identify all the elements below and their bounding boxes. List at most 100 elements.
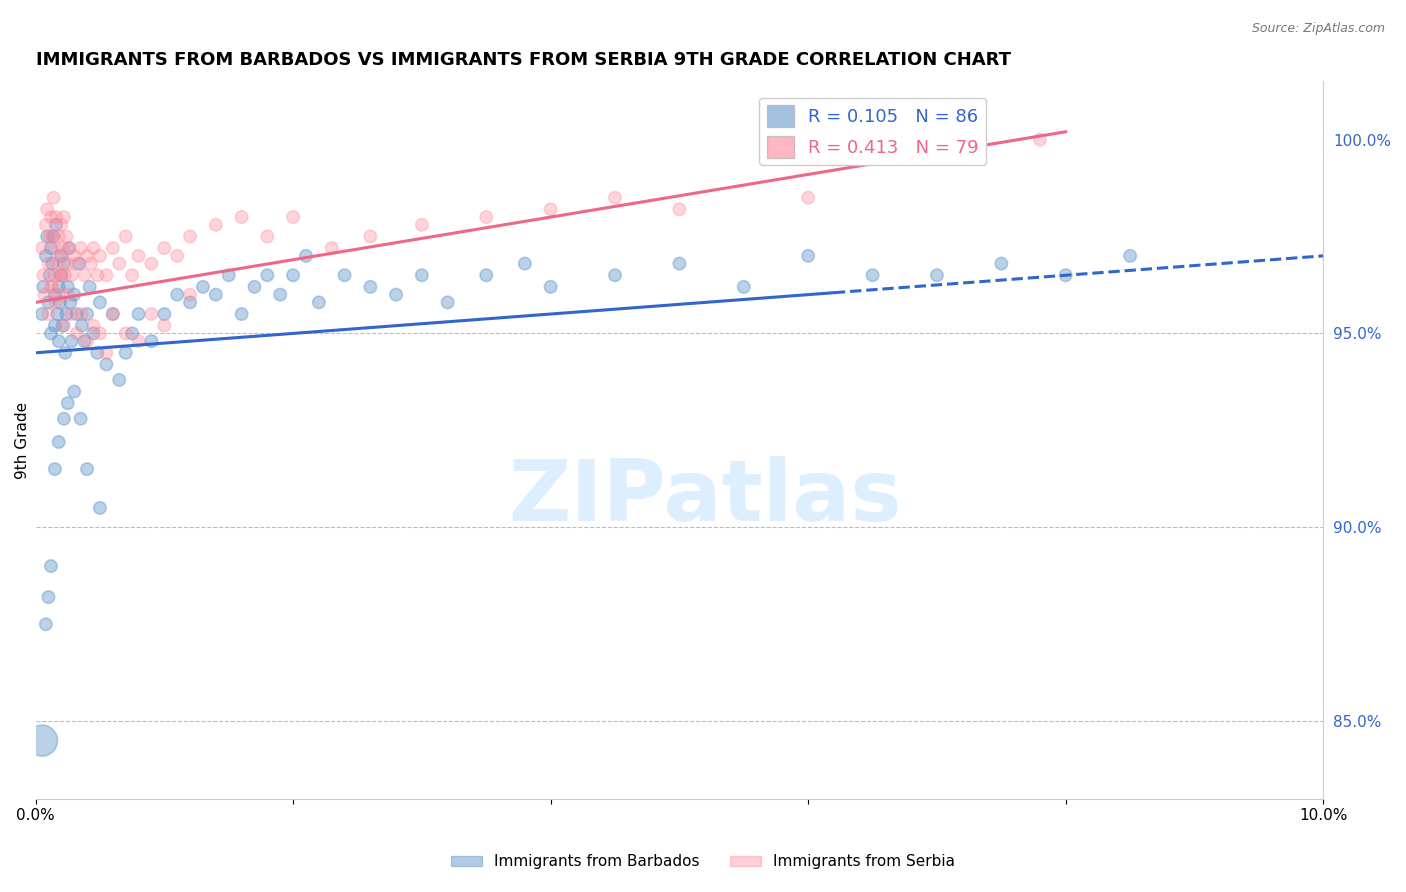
Point	[49, 249, 72, 263]
Point	[63, 249, 86, 263]
Point	[96, 268, 118, 283]
Point	[32, 268, 55, 283]
Point	[153, 307, 176, 321]
Point	[191, 280, 214, 294]
Point	[411, 268, 433, 283]
Point	[101, 307, 124, 321]
Point	[281, 210, 304, 224]
Point	[42, 229, 65, 244]
Point	[66, 326, 89, 341]
Point	[141, 334, 163, 348]
Point	[231, 307, 253, 321]
Point	[39, 326, 62, 341]
Point	[1119, 249, 1142, 263]
Legend: R = 0.105   N = 86, R = 0.413   N = 79: R = 0.105 N = 86, R = 0.413 N = 79	[759, 97, 986, 165]
Point	[128, 249, 150, 263]
Point	[925, 152, 948, 166]
Point	[35, 249, 58, 263]
Point	[56, 396, 79, 410]
Point	[52, 210, 75, 224]
Point	[990, 257, 1012, 271]
Point	[436, 295, 458, 310]
Point	[179, 229, 201, 244]
Point	[540, 202, 562, 217]
Point	[83, 318, 105, 333]
Point	[1054, 268, 1077, 283]
Point	[121, 268, 143, 283]
Point	[411, 218, 433, 232]
Point	[73, 268, 96, 283]
Point	[128, 334, 150, 348]
Point	[141, 307, 163, 321]
Point	[281, 268, 304, 283]
Point	[59, 295, 82, 310]
Point	[797, 249, 820, 263]
Point	[76, 334, 98, 348]
Point	[48, 280, 70, 294]
Point	[475, 210, 498, 224]
Point	[86, 346, 108, 360]
Point	[153, 241, 176, 255]
Point	[35, 617, 58, 632]
Point	[56, 280, 79, 294]
Point	[41, 229, 63, 244]
Point	[41, 257, 63, 271]
Point	[45, 210, 67, 224]
Point	[114, 346, 136, 360]
Point	[1029, 132, 1052, 146]
Point	[73, 334, 96, 348]
Point	[46, 257, 69, 271]
Point	[63, 384, 86, 399]
Point	[256, 229, 278, 244]
Point	[69, 241, 91, 255]
Text: ZIPatlas: ZIPatlas	[509, 456, 903, 539]
Point	[359, 280, 381, 294]
Point	[862, 268, 884, 283]
Point	[37, 257, 59, 271]
Legend: Immigrants from Barbados, Immigrants from Serbia: Immigrants from Barbados, Immigrants fro…	[446, 848, 960, 875]
Point	[475, 268, 498, 283]
Point	[797, 191, 820, 205]
Point	[31, 241, 53, 255]
Point	[205, 287, 228, 301]
Point	[89, 326, 111, 341]
Point	[63, 287, 86, 301]
Point	[101, 307, 124, 321]
Point	[60, 307, 83, 321]
Point	[52, 411, 75, 425]
Point	[52, 257, 75, 271]
Y-axis label: 9th Grade: 9th Grade	[15, 401, 30, 479]
Point	[179, 287, 201, 301]
Point	[51, 268, 73, 283]
Point	[141, 257, 163, 271]
Point	[166, 249, 188, 263]
Point	[66, 257, 89, 271]
Point	[69, 411, 91, 425]
Point	[53, 346, 76, 360]
Point	[83, 326, 105, 341]
Point	[42, 191, 65, 205]
Point	[121, 326, 143, 341]
Point	[37, 202, 59, 217]
Point	[89, 249, 111, 263]
Point	[67, 257, 90, 271]
Point	[39, 559, 62, 574]
Point	[166, 287, 188, 301]
Point	[55, 229, 77, 244]
Point	[39, 241, 62, 255]
Point	[308, 295, 330, 310]
Point	[44, 241, 66, 255]
Point	[48, 229, 70, 244]
Point	[46, 307, 69, 321]
Point	[733, 280, 755, 294]
Point	[56, 287, 79, 301]
Point	[35, 218, 58, 232]
Point	[269, 287, 291, 301]
Point	[44, 462, 66, 476]
Point	[48, 435, 70, 450]
Point	[44, 268, 66, 283]
Text: IMMIGRANTS FROM BARBADOS VS IMMIGRANTS FROM SERBIA 9TH GRADE CORRELATION CHART: IMMIGRANTS FROM BARBADOS VS IMMIGRANTS F…	[35, 51, 1011, 69]
Point	[37, 307, 59, 321]
Point	[86, 268, 108, 283]
Point	[56, 257, 79, 271]
